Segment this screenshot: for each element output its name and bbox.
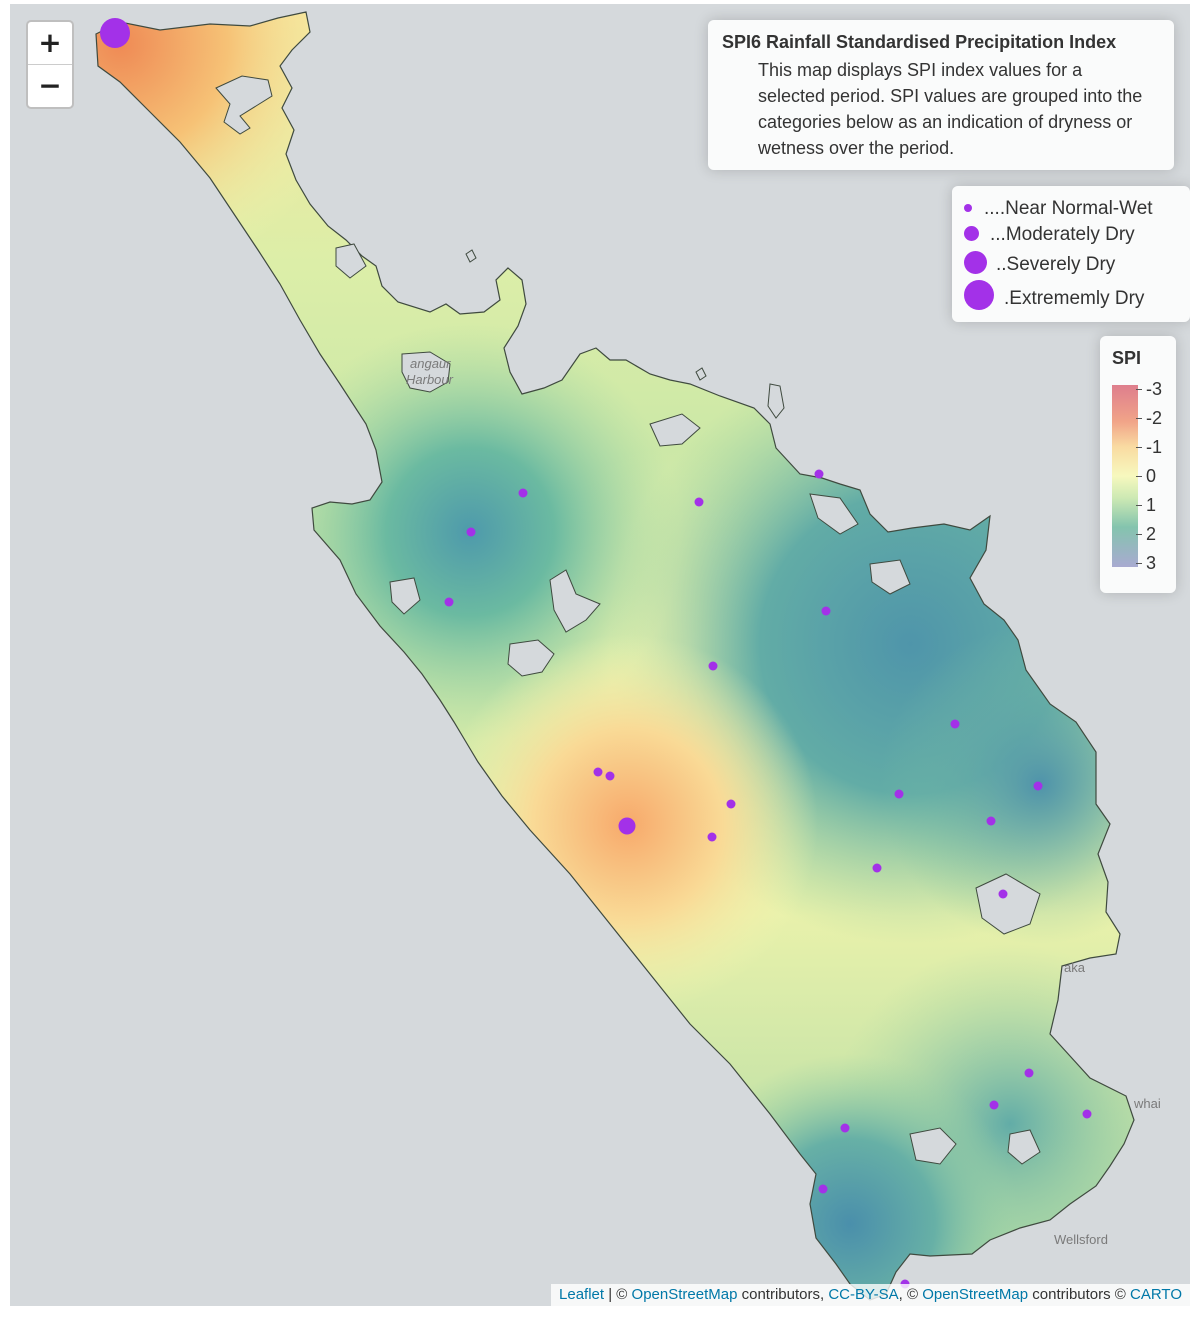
spi-legend: SPI -3 -2 -1 0 1 2 3 bbox=[1100, 336, 1176, 593]
station-marker[interactable] bbox=[1033, 781, 1043, 791]
station-marker[interactable] bbox=[950, 719, 960, 729]
place-label-harbour-2: Harbour bbox=[406, 372, 453, 387]
station-marker[interactable] bbox=[726, 799, 736, 809]
station-marker[interactable] bbox=[618, 817, 636, 835]
station-marker[interactable] bbox=[840, 1123, 850, 1133]
spi-tick: -2 bbox=[1135, 408, 1162, 429]
station-marker[interactable] bbox=[708, 661, 718, 671]
info-title: SPI6 Rainfall Standardised Precipitation… bbox=[722, 32, 1117, 52]
legend-dot-icon bbox=[964, 204, 972, 212]
station-marker[interactable] bbox=[989, 1100, 999, 1110]
station-marker[interactable] bbox=[998, 889, 1008, 899]
spi-legend-title: SPI bbox=[1112, 348, 1142, 368]
info-panel: SPI6 Rainfall Standardised Precipitation… bbox=[708, 20, 1174, 170]
legend-dot-icon bbox=[964, 251, 987, 274]
station-marker[interactable] bbox=[814, 469, 824, 479]
spi-color-ramp bbox=[1112, 385, 1138, 567]
spi-tick: -3 bbox=[1135, 379, 1162, 400]
harbours bbox=[215, 75, 1041, 1165]
station-marker[interactable] bbox=[593, 767, 603, 777]
station-marker[interactable] bbox=[444, 597, 454, 607]
station-marker[interactable] bbox=[518, 488, 528, 498]
place-label-harbour: angaur bbox=[410, 356, 451, 371]
legend-dot-icon bbox=[964, 226, 979, 241]
spi-tick: 1 bbox=[1135, 495, 1156, 516]
station-marker[interactable] bbox=[1024, 1068, 1034, 1078]
place-label-wellsford: Wellsford bbox=[1054, 1232, 1108, 1247]
map-container[interactable]: angaur Harbour aka whai Wellsford + − SP… bbox=[10, 4, 1190, 1306]
station-marker[interactable] bbox=[694, 497, 704, 507]
spi-tick: 3 bbox=[1135, 553, 1156, 574]
station-marker[interactable] bbox=[466, 527, 476, 537]
zoom-out-button[interactable]: − bbox=[28, 64, 72, 107]
station-marker[interactable] bbox=[821, 606, 831, 616]
zoom-control: + − bbox=[26, 20, 74, 109]
station-marker[interactable] bbox=[100, 18, 130, 48]
osm-link[interactable]: OpenStreetMap bbox=[631, 1286, 738, 1303]
islands bbox=[465, 249, 785, 419]
size-legend: ....Near Normal-Wet ...Moderately Dry ..… bbox=[952, 186, 1190, 322]
spi-tick: -1 bbox=[1135, 437, 1162, 458]
attribution: Leaflet | © OpenStreetMap contributors, … bbox=[551, 1284, 1190, 1306]
station-marker[interactable] bbox=[707, 832, 717, 842]
station-marker[interactable] bbox=[872, 863, 882, 873]
place-label-kaka: aka bbox=[1064, 960, 1085, 975]
place-label-whai: whai bbox=[1134, 1096, 1161, 1111]
station-marker[interactable] bbox=[894, 789, 904, 799]
info-description: This map displays SPI index values for a… bbox=[758, 60, 1143, 158]
spi-tick: 2 bbox=[1135, 524, 1156, 545]
station-marker[interactable] bbox=[605, 771, 615, 781]
spi-tick: 0 bbox=[1135, 466, 1156, 487]
station-marker[interactable] bbox=[818, 1184, 828, 1194]
osm-link-2[interactable]: OpenStreetMap bbox=[922, 1286, 1029, 1303]
leaflet-link[interactable]: Leaflet bbox=[559, 1286, 605, 1303]
station-marker[interactable] bbox=[986, 816, 996, 826]
cc-by-sa-link[interactable]: CC-BY-SA bbox=[828, 1286, 899, 1303]
station-markers[interactable] bbox=[100, 18, 1092, 1289]
legend-dot-icon bbox=[964, 280, 994, 310]
station-marker[interactable] bbox=[1082, 1109, 1092, 1119]
zoom-in-button[interactable]: + bbox=[38, 26, 62, 59]
carto-link[interactable]: CARTO bbox=[1130, 1286, 1182, 1303]
